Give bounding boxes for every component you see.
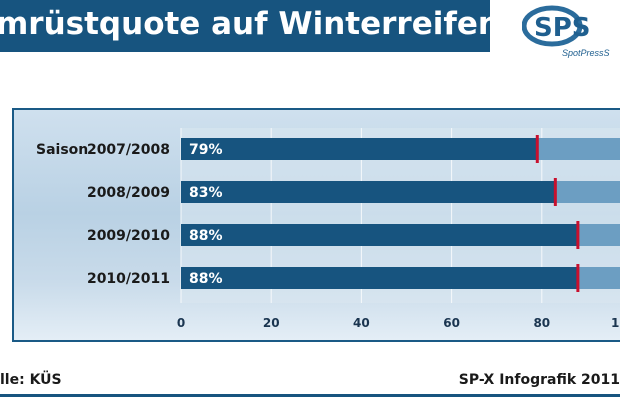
panel-border [12,108,14,340]
panel-border [14,108,620,110]
bar [181,267,578,289]
x-tick-label: 60 [443,316,460,330]
bar-remainder [577,224,620,246]
bar-value-marker [576,264,580,292]
logo-tagline: SpotPressS [562,48,610,58]
category-axis-label: Saison [36,142,88,158]
bar-remainder [577,267,620,289]
bar-remainder [537,138,620,160]
panel-border [12,340,620,342]
x-tick-label: 40 [353,316,370,330]
bar [181,181,556,203]
category-label: 2009/2010 [87,228,170,244]
logo-mark: SPS [534,13,591,43]
sps-logo: SPS SpotPressS [521,4,620,60]
bar-value-label: 83% [189,185,223,201]
bar-remainder [555,181,620,203]
footer-rule [0,394,620,397]
x-tick-label: 80 [533,316,550,330]
bar-value-label: 88% [189,228,223,244]
bar [181,224,578,246]
title-bar: mrüstquote auf Winterreifen [0,0,500,52]
source-note: lle: KÜS [0,372,62,388]
bar [181,138,538,160]
bar-value-label: 79% [189,142,223,158]
bar-value-label: 88% [189,271,223,287]
x-tick-label: 0 [177,316,185,330]
bar-value-marker [576,221,580,249]
x-tick-label: 20 [263,316,280,330]
category-label: 2007/2008 [87,142,170,158]
category-label: 2010/2011 [87,271,170,287]
bar-value-marker [553,178,557,206]
chart-title: mrüstquote auf Winterreifen [0,6,500,42]
category-label: 2008/2009 [87,185,170,201]
logo-swoosh-icon [521,5,583,47]
x-tick-label: 10 [611,316,620,330]
bar-value-marker [535,135,539,163]
infographic-credit: SP-X Infografik 2011 [458,372,620,388]
